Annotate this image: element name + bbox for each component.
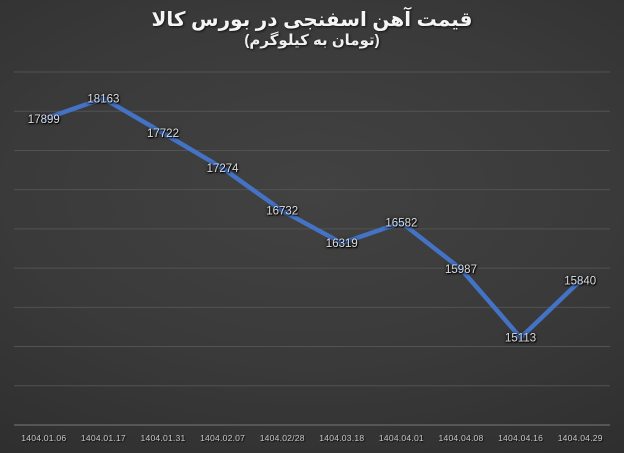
x-axis-label: 1404.03.18 bbox=[319, 433, 364, 443]
x-axis-label: 1404.02.07 bbox=[200, 433, 245, 443]
x-axis-label: 1404.04.01 bbox=[379, 433, 424, 443]
data-label: 16582 bbox=[385, 218, 417, 230]
chart-title: قیمت آهن اسفنجی در بورس کالا bbox=[151, 9, 473, 31]
data-label: 15113 bbox=[505, 333, 536, 345]
data-label: 17899 bbox=[28, 114, 60, 126]
data-label: 16732 bbox=[266, 206, 298, 218]
price-line bbox=[41, 96, 583, 340]
chart-subtitle: (تومان به کیلوگرم) bbox=[244, 32, 380, 49]
x-axis-label: 1404.01.31 bbox=[140, 433, 185, 443]
data-label: 17722 bbox=[147, 128, 179, 140]
data-label: 15987 bbox=[445, 264, 477, 276]
data-label: 16319 bbox=[326, 238, 358, 250]
data-label: 18163 bbox=[87, 93, 119, 105]
x-axis-label: 1404.01.06 bbox=[21, 433, 66, 443]
x-axis-label: 1404.02/28 bbox=[260, 433, 305, 443]
data-label: 17274 bbox=[207, 163, 240, 175]
x-axis-label: 1404.04.08 bbox=[438, 433, 483, 443]
data-label: 15840 bbox=[564, 276, 596, 288]
x-axis-label: 1404.01.17 bbox=[81, 433, 126, 443]
chart-header: قیمت آهن اسفنجی در بورس کالا (تومان به ک… bbox=[0, 8, 624, 49]
x-axis-label: 1404.04.29 bbox=[558, 433, 603, 443]
x-axis-label: 1404.04.16 bbox=[498, 433, 543, 443]
